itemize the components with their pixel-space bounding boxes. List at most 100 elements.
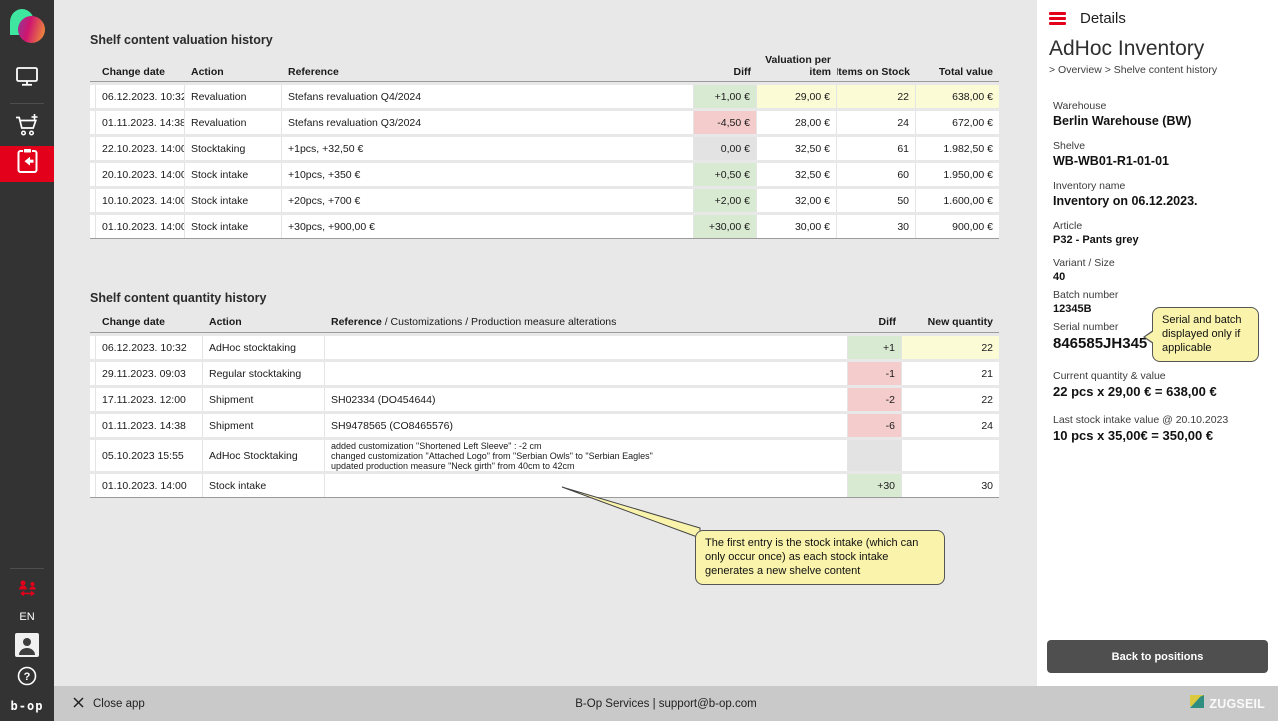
avatar-icon — [15, 632, 39, 662]
support-info: B-Op Services | support@b-op.com — [575, 697, 757, 710]
sidebar-item-profile[interactable] — [0, 631, 54, 663]
col-header-reference: Reference / Customizations / Production … — [331, 317, 617, 329]
main-content: Shelf content valuation history Change d… — [54, 0, 1037, 686]
quantity-table: Change date Action Reference / Customiza… — [90, 313, 999, 498]
field-label: Shelve — [1053, 140, 1086, 153]
field-label: Article — [1053, 220, 1083, 233]
sidebar-item-cart[interactable] — [0, 110, 54, 146]
back-to-positions-button[interactable]: Back to positions — [1047, 640, 1268, 673]
sidebar-item-user-switch[interactable] — [0, 575, 54, 605]
cell-valuation: 32,50 € — [757, 137, 837, 161]
bottom-bar: Close app B-Op Services | support@b-op.c… — [54, 686, 1278, 721]
cell-quantity: 24 — [981, 419, 993, 432]
col-header-action: Action — [191, 66, 224, 78]
table-row: 10.10.2023. 14:00 Stock intake +20pcs, +… — [90, 189, 999, 213]
cell-reference: Stefans revaluation Q3/2024 — [282, 111, 694, 135]
cell-reference: +1pcs, +32,50 € — [282, 137, 694, 161]
field-warehouse: Warehouse Berlin Warehouse (BW) — [1053, 100, 1266, 128]
field-value: 40 — [1053, 271, 1066, 284]
help-icon: ? — [16, 665, 38, 692]
cell-reference: Stefans revaluation Q4/2024 — [282, 85, 694, 109]
cell-total: 1.982,50 € — [943, 142, 993, 155]
cell-diff: -2 — [848, 388, 902, 411]
breadcrumb[interactable]: > Overview > Shelve content history — [1049, 64, 1218, 77]
hamburger-menu-icon[interactable] — [1049, 10, 1066, 27]
col-header-reference: Reference — [288, 66, 339, 78]
cell-diff: +30 — [848, 474, 902, 497]
col-header-items-on-stock: Items on Stock — [837, 66, 910, 78]
field-current-quantity-value: Current quantity & value 22 pcs x 29,00 … — [1053, 370, 1266, 399]
language-selector[interactable]: EN — [19, 611, 35, 623]
cell-diff: +1,00 € — [694, 85, 757, 109]
field-value: Berlin Warehouse (BW) — [1053, 114, 1192, 129]
zugseil-wordmark: ZUGSEIL — [1209, 696, 1265, 711]
valuation-table-header: Change date Action Reference Diff Valuat… — [90, 55, 999, 83]
cell-reference: SH9478565 (CO8465576) — [325, 414, 848, 437]
cell-date: 06.12.2023. 10:32 — [96, 85, 185, 109]
monitor-icon — [15, 66, 39, 92]
cell-action: Stock intake — [203, 474, 325, 497]
logo-gradient-circle — [18, 16, 45, 43]
cell-date: 01.10.2023. 14:00 — [96, 474, 203, 497]
col-header-diff: Diff — [878, 317, 897, 329]
app-logo — [7, 7, 47, 49]
cell-total: 1.950,00 € — [943, 168, 993, 181]
cell-valuation: 28,00 € — [757, 111, 837, 135]
field-value: P32 - Pants grey — [1053, 234, 1139, 247]
field-value: 22 pcs x 29,00 € = 638,00 € — [1053, 384, 1217, 400]
people-swap-icon — [15, 579, 40, 602]
cell-action: Revaluation — [185, 85, 282, 109]
cell-items: 61 — [837, 137, 916, 161]
cell-date: 22.10.2023. 14:00 — [96, 137, 185, 161]
sidebar-divider — [10, 103, 44, 104]
table-row: 05.10.2023 15:55 AdHoc Stocktaking added… — [90, 440, 999, 471]
cell-total: 638,00 € — [916, 85, 999, 109]
field-value: Inventory on 06.12.2023. — [1053, 194, 1198, 209]
details-panel-title: Details — [1080, 10, 1126, 28]
table-row: 01.11.2023. 14:38 Revaluation Stefans re… — [90, 111, 999, 135]
serial-batch-callout: Serial and batch displayed only if appli… — [1143, 307, 1259, 363]
svg-text:?: ? — [24, 671, 31, 683]
zugseil-logo: ZUGSEIL — [1189, 694, 1265, 714]
col-header-diff: Diff — [733, 66, 752, 78]
close-app-button[interactable]: Close app — [73, 696, 145, 711]
cell-action: AdHoc stocktaking — [203, 336, 325, 359]
close-app-label: Close app — [93, 697, 145, 710]
cell-action: Stock intake — [185, 189, 282, 213]
cell-items: 30 — [837, 215, 916, 239]
field-batch-number: Batch number 12345B — [1053, 289, 1266, 315]
quantity-history-section: Shelf content quantity history Change da… — [90, 291, 999, 498]
close-icon — [73, 696, 84, 711]
zugseil-z-icon — [1189, 694, 1205, 714]
sidebar-item-inventory-active[interactable] — [0, 146, 54, 182]
cell-total: 1.600,00 € — [943, 194, 993, 207]
col-header-new-quantity: New quantity — [927, 317, 993, 329]
cell-valuation: 32,00 € — [757, 189, 837, 213]
sidebar-item-desktop[interactable] — [0, 61, 54, 97]
cell-action: Revaluation — [185, 111, 282, 135]
field-label: Variant / Size — [1053, 257, 1115, 270]
table-row: 01.10.2023. 14:00 Stock intake +30 30 — [90, 474, 999, 497]
cell-items: 50 — [837, 189, 916, 213]
cell-valuation: 30,00 € — [757, 215, 837, 239]
cell-action: Stock intake — [185, 215, 282, 239]
cell-action: Regular stocktaking — [203, 362, 325, 385]
field-label: Warehouse — [1053, 100, 1107, 113]
cell-diff: -4,50 € — [694, 111, 757, 135]
cell-action: Stock intake — [185, 163, 282, 187]
field-label: Current quantity & value — [1053, 370, 1166, 383]
field-value: 846585JH345 — [1053, 335, 1148, 353]
field-label: Last stock intake value @ 20.10.2023 — [1053, 414, 1229, 427]
cell-reference — [325, 362, 848, 385]
table-row: 22.10.2023. 14:00 Stocktaking +1pcs, +32… — [90, 137, 999, 161]
field-inventory-name: Inventory name Inventory on 06.12.2023. — [1053, 180, 1266, 208]
field-serial-number: Serial number 846585JH345 — [1053, 321, 1266, 352]
cell-diff: +1 — [848, 336, 902, 359]
cell-reference: +10pcs, +350 € — [282, 163, 694, 187]
cell-action: AdHoc Stocktaking — [203, 440, 325, 471]
sidebar-item-help[interactable]: ? — [0, 663, 54, 693]
field-value: 10 pcs x 35,00€ = 350,00 € — [1053, 428, 1214, 444]
cell-items: 60 — [837, 163, 916, 187]
cell-diff: -1 — [848, 362, 902, 385]
